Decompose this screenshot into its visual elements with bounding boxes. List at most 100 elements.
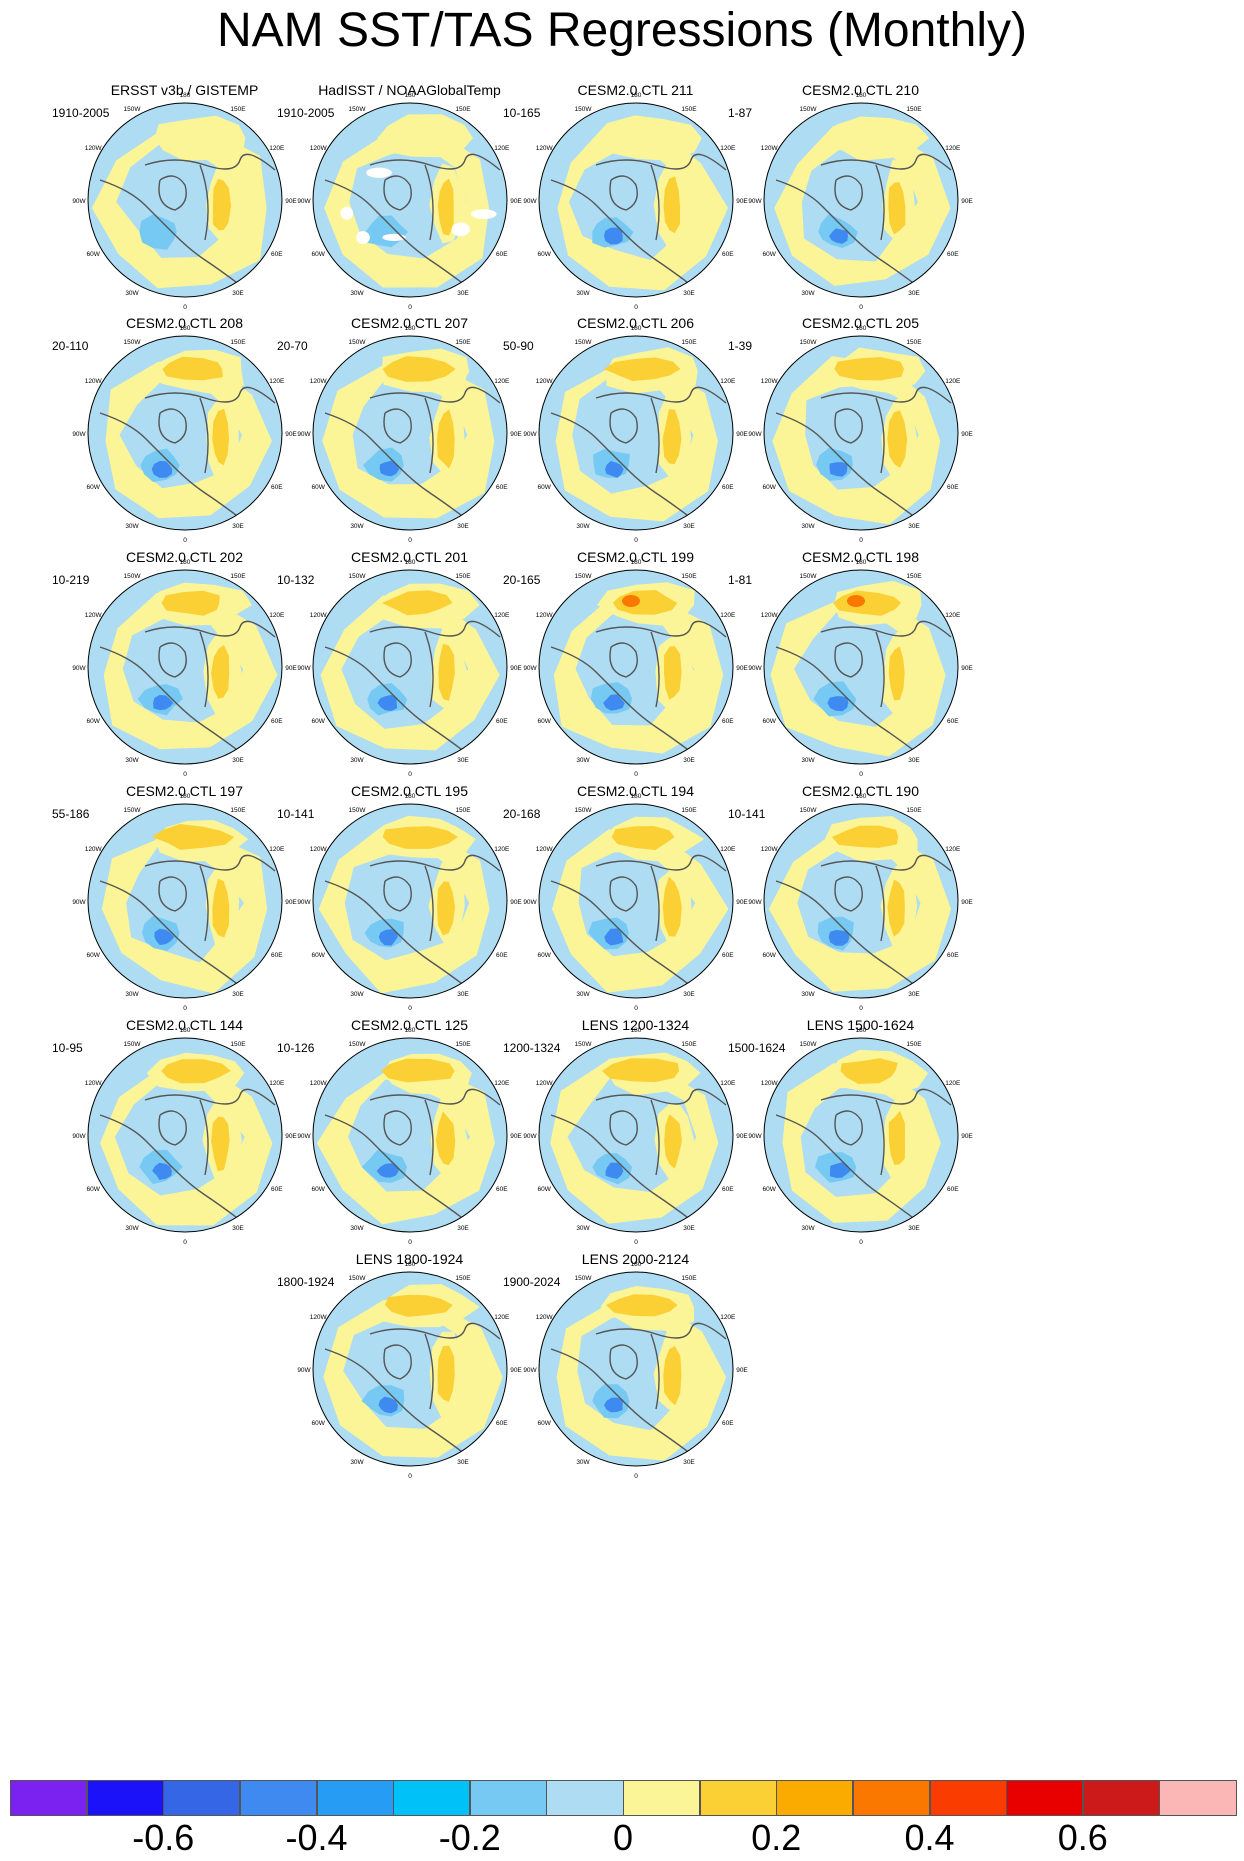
polar-map: 180 150E 120E 90E 60E 30E 0 30W 60W 90W 120W 150W: [523, 1027, 748, 1246]
map-border: [87, 335, 283, 531]
map-panel: CESM2.0 CTL 195 180 150E 120E 90E 60E 30E 0 30W 6…: [277, 783, 542, 1058]
longitude-label: 90W: [72, 431, 86, 438]
longitude-label: 60E: [271, 1186, 283, 1193]
coastline: [158, 175, 187, 211]
colorbar-swatch: [86, 1780, 164, 1816]
labrador-strong-cool-anomaly: [153, 694, 174, 711]
longitude-label: 60W: [87, 251, 101, 258]
longitude-label: 90E: [736, 665, 748, 672]
eurasia-strong-anomaly: [212, 178, 232, 231]
longitude-label: 90E: [285, 899, 297, 906]
longitude-label: 180: [405, 92, 416, 99]
longitude-label: 30W: [576, 1225, 590, 1232]
longitude-label: 180: [856, 1027, 867, 1034]
longitude-label: 120W: [310, 1314, 328, 1321]
eurasia-strong-anomaly: [212, 878, 230, 938]
north-pacific-strong-anomaly: [834, 357, 904, 381]
missing-data-patch: [340, 206, 354, 220]
longitude-label: 150E: [455, 1275, 471, 1282]
coastline: [775, 646, 917, 753]
longitude-label: 150W: [575, 339, 593, 346]
panel-title: CESM2.0 CTL 208: [126, 315, 243, 331]
longitude-label: 30W: [350, 1225, 364, 1232]
coastline: [609, 1110, 638, 1146]
longitude-label: 120E: [494, 378, 510, 385]
longitude-label: 60E: [722, 251, 734, 258]
longitude-label: 180: [180, 1027, 191, 1034]
polar-map: 180 150E 120E 90E 60E 30E 0 30W 60W 90W 120W 150W: [748, 1027, 973, 1246]
longitude-label: 60E: [722, 718, 734, 725]
longitude-label: 0: [634, 1239, 638, 1246]
longitude-label: 90E: [510, 665, 522, 672]
coastline: [158, 408, 187, 444]
coastline: [324, 646, 466, 753]
panel-title: CESM2.0 CTL 206: [577, 315, 694, 331]
longitude-label: 120W: [310, 1080, 328, 1087]
map-border: [312, 803, 508, 999]
coastline: [550, 412, 692, 519]
panel-title: LENS 1500-1624: [806, 1017, 915, 1033]
polar-map: 180 150E 120E 90E 60E 30E 0 30W 60W 90W 120W 150W: [72, 559, 297, 778]
north-pacific-peak-anomaly: [622, 595, 640, 607]
north-pacific-warm-anomaly: [601, 115, 702, 161]
longitude-label: 30E: [908, 991, 920, 998]
coastline: [595, 1322, 727, 1340]
longitude-label: 120E: [945, 1080, 961, 1087]
coastline: [834, 1110, 863, 1146]
eurasia-strong-anomaly: [888, 646, 905, 701]
longitude-label: 60W: [538, 1186, 552, 1193]
longitude-label: 120E: [945, 378, 961, 385]
longitude-label: 60E: [271, 952, 283, 959]
longitude-label: 30E: [908, 757, 920, 764]
longitude-label: 150W: [349, 807, 367, 814]
longitude-label: 120E: [945, 846, 961, 853]
panel-title: CESM2.0 CTL 201: [351, 549, 468, 565]
longitude-label: 150E: [455, 573, 471, 580]
coastline: [820, 854, 952, 872]
longitude-label: 90W: [297, 665, 311, 672]
figure-title: NAM SST/TAS Regressions (Monthly): [217, 4, 1027, 57]
longitude-label: 60W: [312, 484, 326, 491]
longitude-label: 0: [634, 1005, 638, 1012]
coastline: [424, 397, 434, 474]
labrador-strong-cool-anomaly: [605, 1162, 624, 1179]
panel-period: 20-168: [503, 807, 541, 821]
longitude-label: 120W: [761, 378, 779, 385]
longitude-label: 0: [408, 304, 412, 311]
coastline: [595, 1088, 727, 1106]
coastline: [144, 386, 276, 404]
longitude-label: 120W: [536, 145, 554, 152]
polar-map: 180 150E 120E 90E 60E 30E 0 30W 60W 90W 120W 150W: [523, 793, 748, 1012]
longitude-label: 30E: [457, 290, 469, 297]
coastline: [775, 412, 917, 519]
longitude-label: 90E: [736, 1367, 748, 1374]
longitude-label: 120W: [310, 846, 328, 853]
longitude-label: 30W: [801, 290, 815, 297]
coastline: [158, 642, 187, 678]
colorbar-swatch: [699, 1780, 777, 1816]
panel-period: 20-70: [277, 339, 308, 353]
coastline: [158, 1110, 187, 1146]
eurasia-strong-anomaly: [664, 646, 682, 700]
longitude-label: 150W: [575, 1041, 593, 1048]
coastline: [609, 1344, 638, 1380]
labrador-strong-cool-anomaly: [604, 227, 623, 245]
coastline: [650, 164, 660, 241]
longitude-label: 90W: [297, 1367, 311, 1374]
coastline: [775, 1114, 917, 1221]
coastline: [99, 412, 241, 519]
warm-anomaly-band: [774, 126, 951, 286]
longitude-label: 150E: [681, 573, 697, 580]
longitude-label: 30E: [683, 523, 695, 530]
north-pacific-strong-anomaly: [161, 590, 220, 616]
longitude-label: 0: [859, 1239, 863, 1246]
north-pacific-warm-anomaly: [823, 116, 930, 161]
longitude-label: 180: [856, 325, 867, 332]
longitude-label: 150E: [681, 339, 697, 346]
longitude-label: 120E: [494, 846, 510, 853]
longitude-label: 60E: [722, 484, 734, 491]
longitude-label: 90E: [285, 665, 297, 672]
longitude-label: 90E: [736, 431, 748, 438]
longitude-label: 90W: [297, 431, 311, 438]
longitude-label: 60E: [496, 1186, 508, 1193]
